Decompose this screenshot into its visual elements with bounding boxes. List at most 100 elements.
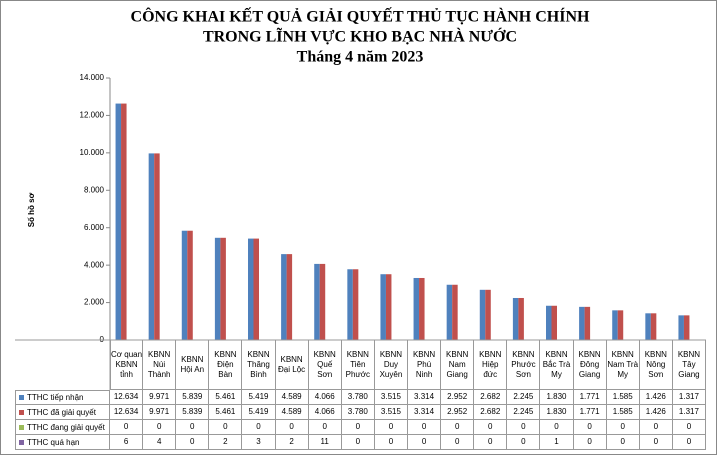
data-label: 5.839 — [176, 390, 210, 405]
bar — [314, 263, 320, 340]
data-label: 2.245 — [507, 390, 541, 405]
data-label: 5.839 — [176, 405, 210, 420]
chart-title: TRONG LĨNH VỰC KHO BẠC NHÀ NƯỚC — [203, 27, 517, 46]
data-label: 1.830 — [540, 405, 574, 420]
data-label: 0 — [474, 435, 508, 450]
data-label: 9.971 — [143, 390, 177, 405]
data-label: 0 — [242, 420, 276, 435]
x-tick-label: KBNN Đại Lộc — [275, 340, 309, 390]
data-label: 4 — [143, 435, 177, 450]
data-label: 0 — [507, 420, 541, 435]
x-tick-label: KBNN Nam Giang — [441, 340, 475, 390]
data-label: 11 — [308, 435, 342, 450]
legend-label: TTHC tiếp nhận — [27, 393, 84, 402]
legend-swatch — [19, 409, 24, 415]
bar — [446, 284, 453, 340]
y-tick-label: 4.000 — [84, 260, 105, 269]
data-label: 3.515 — [374, 390, 408, 405]
data-label: 5.461 — [209, 405, 243, 420]
data-label: 12.634 — [110, 405, 144, 420]
data-label: 0 — [639, 420, 673, 435]
bar — [551, 305, 557, 340]
data-label: 1.771 — [573, 405, 607, 420]
data-label: 3 — [242, 435, 276, 450]
bar — [678, 315, 684, 340]
data-label: 2.682 — [474, 390, 508, 405]
data-label: 0 — [209, 420, 243, 435]
data-label: 5.419 — [242, 390, 276, 405]
bar — [579, 306, 585, 340]
x-tick-label: KBNN Hội An — [176, 340, 210, 390]
legend-label: TTHC quá hạn — [27, 437, 80, 447]
legend-swatch — [19, 395, 24, 400]
y-tick-label: 12.000 — [80, 111, 105, 120]
legend-item: TTHC đang giải quyết — [15, 420, 110, 435]
y-tick-label: 6.000 — [84, 223, 105, 232]
data-label: 3.515 — [374, 405, 408, 420]
legend-item: TTHC đã giải quyết — [15, 405, 110, 420]
x-tick-label: KBNN Duy Xuyên — [374, 340, 408, 390]
y-tick-label: 14.000 — [80, 73, 105, 82]
bar — [413, 277, 420, 340]
legend-swatch — [19, 439, 24, 445]
data-label: 0 — [606, 420, 640, 435]
bar — [419, 277, 425, 340]
y-tick-label: 10.000 — [80, 148, 105, 157]
x-tick-label: KBNN Tây Giang — [672, 340, 706, 390]
legend-label: TTHC đang giải quyết — [27, 422, 105, 432]
data-label: 0 — [110, 420, 144, 435]
data-label: 0 — [606, 435, 640, 450]
data-label: 1 — [540, 435, 574, 450]
data-label: 0 — [308, 420, 342, 435]
data-label: 0 — [507, 435, 541, 450]
data-label: 0 — [143, 420, 177, 435]
data-label: 0 — [540, 420, 574, 435]
bar — [645, 313, 651, 340]
data-label: 3.314 — [408, 405, 442, 420]
bar — [220, 237, 226, 340]
data-label: 0 — [374, 420, 408, 435]
bar — [154, 153, 160, 340]
data-label: 0 — [176, 435, 210, 450]
x-tick-label: KBNN Điện Bàn — [209, 340, 243, 390]
data-label: 0 — [374, 435, 408, 450]
data-label: 0 — [441, 435, 475, 450]
y-tick-label: 8.000 — [84, 185, 105, 194]
x-tick-label: KBNN Bắc Trà My — [540, 340, 574, 390]
x-tick-label: KBNN Nông Sơn — [639, 340, 673, 390]
data-label: 1.426 — [639, 405, 673, 420]
data-label: 3.314 — [408, 390, 442, 405]
bar — [253, 238, 259, 340]
x-tick-label: KBNN Nam Trà My — [606, 340, 640, 390]
data-label: 2.952 — [441, 405, 475, 420]
data-label: 1.585 — [606, 405, 640, 420]
bar — [248, 238, 254, 340]
data-label: 0 — [275, 420, 309, 435]
bar — [121, 103, 127, 340]
legend-item: TTHC tiếp nhận — [15, 390, 110, 405]
legend-label: TTHC đã giải quyết — [27, 407, 96, 417]
x-tick-label: KBNN Hiệp đức — [474, 340, 508, 390]
bar — [187, 230, 193, 340]
data-label: 1.830 — [540, 390, 574, 405]
data-label: 2 — [275, 435, 309, 450]
y-axis-label: Số hồ sơ — [27, 192, 36, 227]
bar — [683, 315, 690, 340]
chart-title: Tháng 4 năm 2023 — [297, 49, 424, 66]
data-label: 1.317 — [672, 405, 706, 420]
data-label: 0 — [341, 420, 375, 435]
x-tick-label: KBNN Núi Thành — [143, 340, 177, 390]
data-label: 1.771 — [573, 390, 607, 405]
bar — [380, 274, 386, 340]
bar — [452, 284, 458, 340]
data-label: 2 — [209, 435, 243, 450]
bar — [281, 254, 287, 340]
data-label: 0 — [672, 420, 706, 435]
x-tick-label: KBNN Phú Ninh — [408, 340, 442, 390]
data-label: 12.634 — [110, 390, 144, 405]
data-label: 0 — [341, 435, 375, 450]
bar — [385, 274, 392, 340]
x-tick-label: Cơ quan KBNN tỉnh — [110, 340, 144, 390]
bar — [479, 289, 486, 340]
